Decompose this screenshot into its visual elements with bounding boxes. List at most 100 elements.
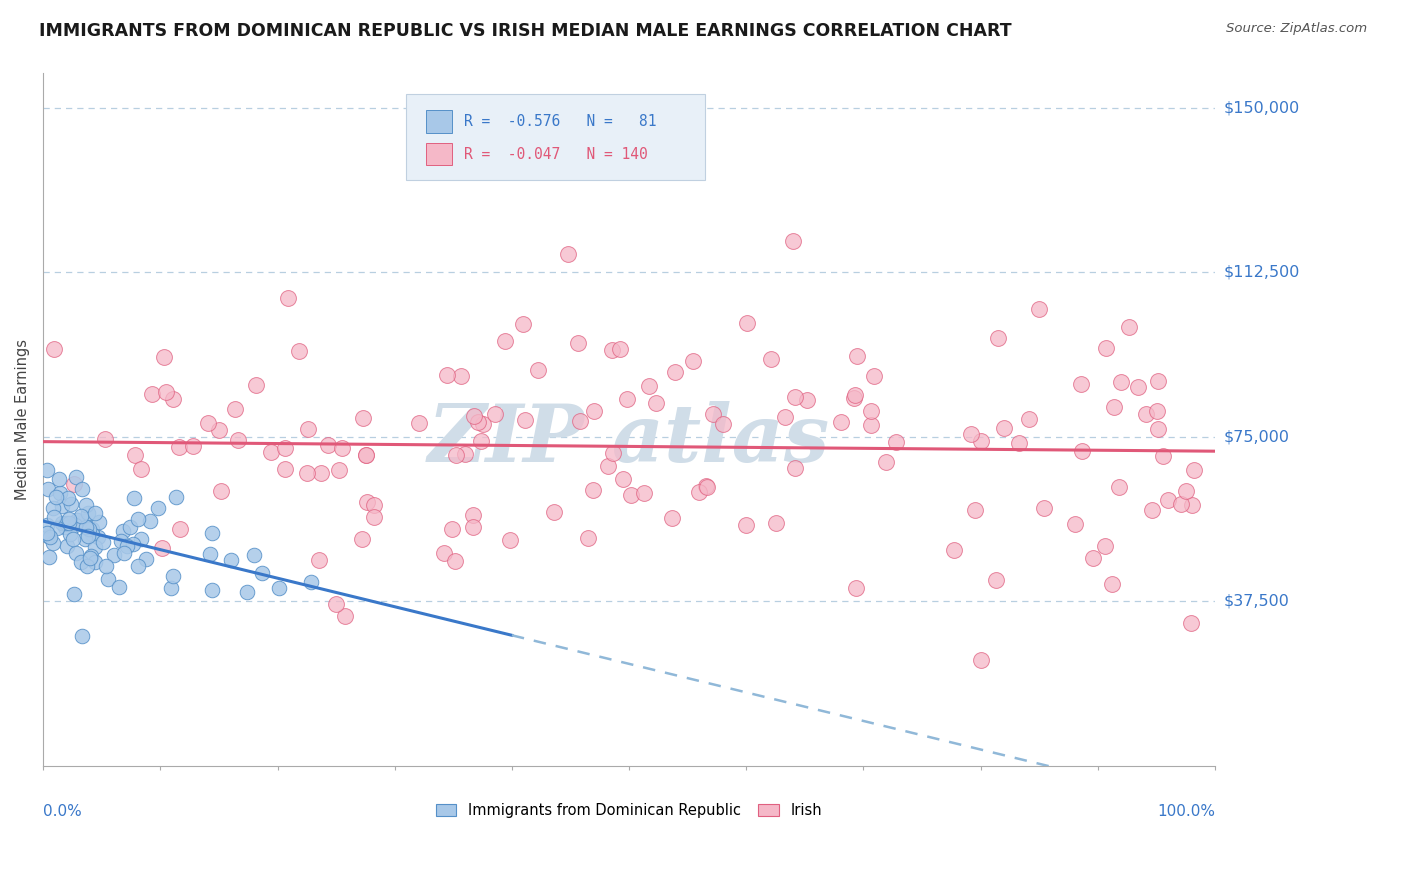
Text: Source: ZipAtlas.com: Source: ZipAtlas.com	[1226, 22, 1367, 36]
Text: 100.0%: 100.0%	[1157, 804, 1215, 819]
Point	[582, 404, 605, 418]
Point	[688, 484, 710, 499]
Point	[441, 522, 464, 536]
Point	[181, 439, 204, 453]
Point	[363, 510, 385, 524]
Point	[860, 404, 883, 418]
FancyBboxPatch shape	[406, 94, 706, 180]
Point	[965, 503, 987, 517]
Point	[1008, 436, 1031, 450]
Point	[408, 416, 430, 430]
Point	[76, 559, 98, 574]
Point	[695, 479, 717, 493]
Point	[59, 497, 82, 511]
Point	[600, 343, 623, 358]
Point	[1182, 463, 1205, 477]
Point	[37, 529, 59, 543]
Point	[53, 520, 76, 534]
Point	[1018, 412, 1040, 426]
Point	[512, 317, 534, 331]
Point	[1152, 449, 1174, 463]
Point	[527, 363, 550, 377]
Point	[59, 527, 82, 541]
Point	[160, 581, 183, 595]
Point	[96, 558, 118, 573]
Point	[1064, 516, 1087, 531]
Point	[352, 411, 374, 425]
Point	[198, 547, 221, 561]
Point	[42, 510, 65, 524]
Point	[567, 335, 589, 350]
Point	[356, 495, 378, 509]
Point	[884, 434, 907, 449]
Point	[1128, 380, 1150, 394]
Point	[609, 342, 631, 356]
Point	[993, 421, 1015, 435]
Point	[765, 516, 787, 530]
Point	[162, 392, 184, 407]
Point	[773, 409, 796, 424]
Point	[1032, 500, 1054, 515]
Text: 0.0%: 0.0%	[44, 804, 82, 819]
Point	[152, 350, 174, 364]
Point	[1028, 301, 1050, 316]
Legend: Immigrants from Dominican Republic, Irish: Immigrants from Dominican Republic, Iris…	[430, 797, 828, 824]
Point	[1135, 407, 1157, 421]
Point	[1071, 444, 1094, 458]
Point	[127, 512, 149, 526]
Point	[1146, 404, 1168, 418]
Point	[245, 378, 267, 392]
Point	[37, 482, 59, 496]
Point	[363, 498, 385, 512]
Point	[860, 417, 883, 432]
Point	[236, 585, 259, 599]
Point	[91, 534, 114, 549]
Point	[796, 392, 818, 407]
Text: R =  -0.047   N = 140: R = -0.047 N = 140	[464, 146, 648, 161]
Point	[1094, 539, 1116, 553]
Point	[1102, 400, 1125, 414]
Text: $75,000: $75,000	[1223, 429, 1289, 444]
Point	[463, 409, 485, 423]
Point	[112, 524, 135, 539]
Point	[208, 423, 231, 437]
Point	[226, 433, 249, 447]
Point	[308, 553, 330, 567]
Point	[127, 559, 149, 574]
Point	[970, 653, 993, 667]
Point	[1175, 484, 1198, 499]
Point	[543, 505, 565, 519]
Point	[1140, 503, 1163, 517]
Text: IMMIGRANTS FROM DOMINICAN REPUBLIC VS IRISH MEDIAN MALE EARNINGS CORRELATION CHA: IMMIGRANTS FROM DOMINICAN REPUBLIC VS IR…	[39, 22, 1012, 40]
Point	[569, 414, 592, 428]
Point	[1147, 422, 1170, 436]
Point	[301, 575, 323, 590]
Point	[444, 554, 467, 568]
Point	[782, 234, 804, 248]
Point	[35, 518, 58, 533]
Point	[46, 521, 69, 535]
Point	[328, 463, 350, 477]
Point	[80, 522, 103, 536]
Point	[354, 448, 377, 462]
Point	[846, 349, 869, 363]
Point	[661, 510, 683, 524]
Point	[737, 317, 759, 331]
Point	[135, 552, 157, 566]
Point	[84, 507, 107, 521]
Point	[309, 467, 332, 481]
Point	[602, 445, 624, 459]
Point	[75, 533, 97, 547]
Point	[115, 539, 138, 553]
Point	[56, 539, 79, 553]
Point	[243, 549, 266, 563]
Point	[146, 500, 169, 515]
Point	[1095, 341, 1118, 355]
Point	[444, 448, 467, 462]
FancyBboxPatch shape	[426, 143, 453, 165]
Point	[830, 415, 852, 429]
Point	[73, 514, 96, 528]
Point	[461, 508, 484, 523]
Point	[461, 520, 484, 534]
Point	[45, 490, 67, 504]
